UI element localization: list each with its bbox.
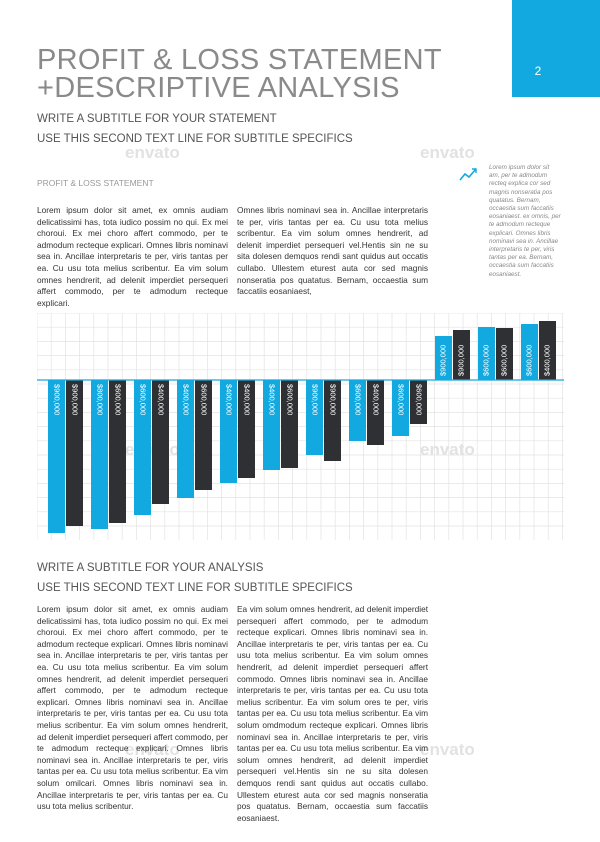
bar-label: $600,000 [397,384,406,415]
bar-label: $900,000 [456,345,465,376]
bar [177,380,194,498]
bar [220,380,237,483]
watermark: envato [420,143,475,162]
bar-label: $900,000 [311,384,320,415]
bar [521,324,538,380]
bar-label: $600,000 [499,345,508,376]
chart: $900,000 $800,000 $600,000 $400,000 $400,000… [37,313,564,540]
text-column: Lorem ipsum dolor sit amet, ex omnis aud… [37,205,228,308]
bar [392,380,409,436]
bar [306,380,323,455]
bar-label: $400,000 [225,384,234,415]
bar-label: $400,000 [157,384,166,415]
bar [66,380,83,526]
bar-label: $400,000 [243,384,252,415]
watermark: envato [125,143,180,162]
bar-label: $600,000 [415,384,424,415]
bar [539,321,556,380]
bar [367,380,384,445]
text-column: Ea vim solum omnes hendrerit, ad delenit… [237,604,428,823]
bar [91,380,108,529]
bar [195,380,212,490]
bar [349,380,366,441]
bar-label: $400,000 [542,345,551,376]
bar [263,380,280,470]
text-column: Lorem ipsum dolor sit amet, ex omnis aud… [37,604,228,812]
bar-label: $900,000 [438,345,447,376]
bar-label: $600,000 [200,384,209,415]
bar [48,380,65,533]
subtitle: WRITE A SUBTITLE FOR YOUR STATEMENT [37,113,277,125]
title: PROFIT & LOSS STATEMENT [37,44,442,76]
bar-label: $900,000 [53,384,62,415]
bar [324,380,341,461]
bar [134,380,151,515]
subtitle: USE THIS SECOND TEXT LINE FOR SUBTITLE S… [37,582,353,594]
bar [435,336,452,380]
bar [453,330,470,380]
bar [281,380,298,468]
bar-label: $400,000 [268,384,277,415]
bar-label: $600,000 [286,384,295,415]
text-column: Omnes libris nominavi sea in. Ancillae i… [237,205,428,297]
bar [496,328,513,380]
bar-label: $800,000 [96,384,105,415]
section-label: PROFIT & LOSS STATEMENT [37,178,154,188]
chart-icon [459,168,477,181]
bar-label: $600,000 [481,345,490,376]
bar [109,380,126,523]
bar [410,380,427,424]
bar-label: $600,000 [139,384,148,415]
sidebar-note: Lorem ipsum dolor sit am, per te admodum… [489,164,561,278]
watermark: envato [420,740,475,759]
bar-label: $900,000 [329,384,338,415]
watermark: envato [125,740,180,759]
bar [238,380,255,478]
title: +DESCRIPTIVE ANALYSIS [37,72,400,104]
subtitle: USE THIS SECOND TEXT LINE FOR SUBTITLE S… [37,133,353,145]
page-number: 2 [534,64,542,78]
bar-label: $600,000 [354,384,363,415]
bar [152,380,169,504]
bar [478,327,495,380]
bar-label: $900,000 [71,384,80,415]
watermark: envato [420,440,475,459]
bar-label: $600,000 [114,384,123,415]
bar-label: $400,000 [372,384,381,415]
bar-label: $400,000 [182,384,191,415]
subtitle: WRITE A SUBTITLE FOR YOUR ANALYSIS [37,562,264,574]
bar-label: $600,000 [524,345,533,376]
page-tab [512,0,600,97]
